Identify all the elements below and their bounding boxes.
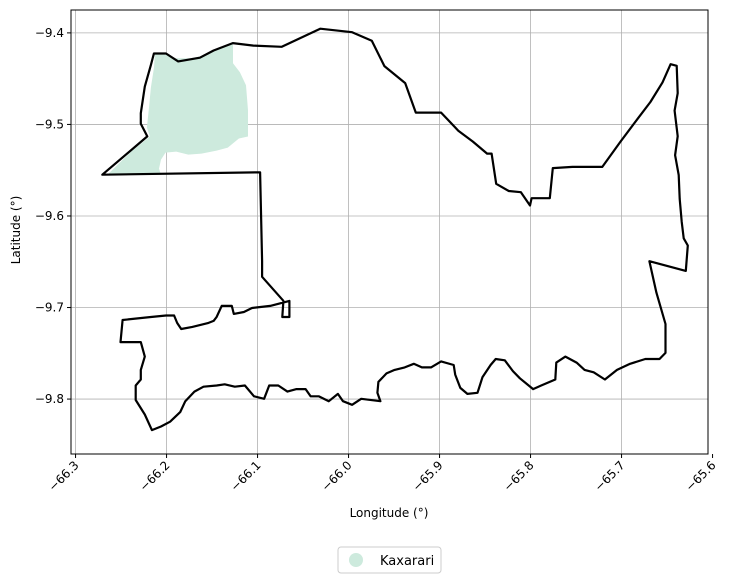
y-tick-label-4: −9.8	[35, 392, 64, 406]
x-tick-label-5: −65.8	[501, 458, 537, 494]
y-tick-label-0: −9.4	[35, 26, 64, 40]
y-axis-ticks: −9.4 −9.5 −9.6 −9.7 −9.8	[35, 26, 71, 406]
x-axis-label: Longitude (°)	[350, 506, 429, 520]
y-tick-label-1: −9.5	[35, 117, 64, 131]
x-axis-ticks: −66.3 −66.2 −66.1 −66.0 −65.9 −65.8 −65.7 −65.6	[46, 454, 719, 494]
y-axis-label: Latitude (°)	[9, 196, 23, 265]
y-tick-label-3: −9.7	[35, 301, 64, 315]
x-tick-label-6: −65.7	[592, 458, 628, 494]
legend: Kaxarari	[337, 546, 442, 574]
x-tick-label-3: −66.0	[319, 458, 355, 494]
x-tick-label-2: −66.1	[228, 458, 264, 494]
y-tick-label-2: −9.6	[35, 209, 64, 223]
x-tick-label-1: −66.2	[137, 458, 173, 494]
legend-label-kaxarari: Kaxarari	[380, 554, 434, 569]
territory-kaxarari	[107, 44, 249, 175]
legend-marker-kaxarari	[349, 553, 363, 567]
legend-frame	[337, 546, 442, 574]
territory-layer	[107, 44, 249, 175]
boundary-outline	[101, 27, 689, 432]
x-tick-label-7: −65.6	[683, 458, 719, 494]
x-tick-label-4: −65.9	[410, 458, 446, 494]
boundary-layer	[101, 27, 689, 432]
plot-frame	[70, 9, 709, 455]
x-tick-label-0: −66.3	[46, 458, 82, 494]
